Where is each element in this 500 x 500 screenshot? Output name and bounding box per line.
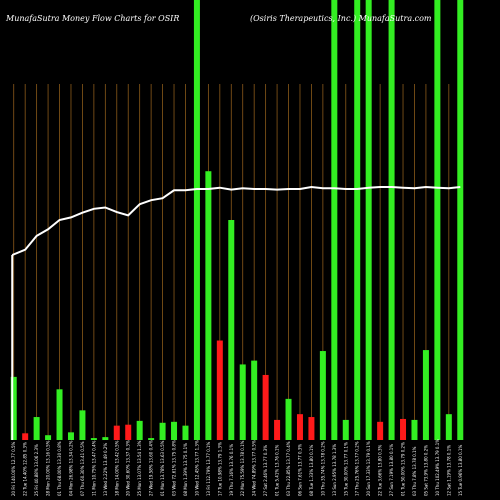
x-tick-label: 22 Tue 3.66% 13.80 0.3% [378, 444, 383, 496]
bar-green [319, 351, 326, 440]
bar-green [331, 0, 338, 440]
x-tick-label: 08 Mon 1.39% 13.75 0.1% [183, 443, 188, 496]
bar-green [365, 0, 372, 440]
bar-green [10, 376, 17, 440]
bar-green [251, 360, 258, 440]
bar-green [239, 364, 246, 440]
x-tick-label: 15 Tue 0.96% 13.80 0.1% [458, 444, 463, 496]
bar-green [342, 419, 349, 440]
bar-green [159, 422, 166, 440]
x-tick-label: 15 Tue 30.00% 13.77 0.1% [343, 442, 348, 496]
bar-red [262, 374, 269, 440]
bar-green [422, 350, 429, 440]
x-tick-label: 01 Thu 68.00% 13.30 0.8% [57, 441, 62, 496]
x-tick-label: 03 Thu 7.8% 13.78 0.1% [412, 446, 417, 496]
bar-green [193, 0, 200, 440]
x-tick-label: 13 Sun 2.95% 13.78 1.3% [332, 444, 337, 496]
bar-red [216, 340, 223, 440]
x-tick-label: 27 Wed 19.58% 13.60 0.4% [149, 440, 154, 496]
x-tick-label: 13 Fri 112.79% 13.77 0.1% [206, 441, 211, 496]
x-tick-label: 06 Sun 7.61% 13.77 0.3% [297, 444, 302, 496]
x-tick-label: 10 Thu 102.49% 13.79 0.1% [435, 439, 440, 496]
bar-green [354, 0, 361, 440]
x-tick-label: 03 Thu 22.85% 13.77 0.4% [286, 441, 291, 496]
bar-green [136, 420, 143, 440]
bar-green [79, 410, 86, 440]
x-tick-label: 03 Wed 72.61% 13.75 0.8% [172, 440, 177, 496]
x-axis-labels: 20 Fri 140.00% 12.77 0.5% 22 Tue 14.40% 1… [11, 439, 463, 496]
x-tick-label: 25 Mon 13.07% 13.54 1.3% [137, 440, 142, 496]
bar-green [56, 389, 63, 440]
x-tick-label: 18 Mon 14.00% 13.42 0.5% [114, 440, 119, 496]
x-tick-label: 01 Tue 50.00% 13.79 0.2% [401, 442, 406, 496]
bar-green [148, 438, 155, 440]
chart-title-right: (Osiris Therapeutics, Inc.) MunafaSutra.… [250, 14, 432, 23]
chart-title-left: MunafaSutra Money Flow Charts for OSIR [5, 14, 179, 23]
bar-red [400, 418, 407, 440]
x-tick-label: 20 Wed 30.60% 13.37 0.3% [126, 440, 131, 496]
x-tick-label: 12 Sat 1.19% 13.78 0.1% [446, 445, 451, 496]
x-tick-label: 04 Mon 26.98% 13.34 0.2% [68, 440, 73, 496]
x-tick-label: 10 Thu 35.74% 13.78 0.2% [320, 441, 325, 496]
x-tick-label: 08 Tue 1.33% 13.80 0.1% [309, 444, 314, 496]
x-tick-label: 27 Sat 2.46% 13.77 0.3% [263, 445, 268, 496]
bar-green [228, 220, 235, 440]
bar-red [296, 414, 303, 440]
x-tick-label: 10 Wed 12.45% 13.77 1.3% [194, 440, 199, 496]
x-tick-label: 22 Mon 75.59% 13.78 0.1% [240, 440, 245, 496]
x-tick-label: 01 Tue 5.41% 13.76 0.1% [275, 444, 280, 496]
bar-green [411, 419, 418, 440]
x-tick-label: 20 Fri 140.00% 12.77 0.5% [11, 441, 16, 496]
x-tick-label: 11 Mon 10.75% 13.47 0.4% [91, 440, 96, 496]
bar-red [22, 433, 29, 440]
x-tick-label: 01 Mon 13.78% 13.63 0.5% [160, 440, 165, 496]
bar-red [125, 424, 132, 440]
x-tick-label: 07 Thu 60.30% 13.41 0.5% [80, 441, 85, 496]
bar-green [434, 0, 441, 440]
x-tick-label: 28 Mon 20.00% 13.16 0.5% [46, 440, 51, 496]
x-tick-label: 27 Sun 7.19% 13.80 0.1% [389, 444, 394, 496]
x-tick-label: 05 Sat 73.9% 13.80 0.2% [423, 445, 428, 496]
bar-green [182, 425, 189, 440]
bar-green [171, 421, 178, 440]
x-tick-label: 19 Thu 7.16% 13.76 0.1% [229, 444, 234, 496]
x-tick-label: 17 Tue 10.98% 13.79 1.3% [217, 442, 222, 496]
price-line [11, 185, 461, 256]
money-flow-bars [10, 0, 464, 440]
bar-green [445, 414, 452, 440]
bar-red [274, 419, 281, 440]
x-tick-label: 13 Wed 2.22% 13.49 0.2% [103, 443, 108, 496]
x-tick-label: 24 Wed 74.89% 13.77 0.5% [252, 440, 257, 496]
x-tick-label: 25 Fri 40.88% 13.06 2.3% [34, 444, 39, 496]
price-line-group [11, 185, 461, 440]
bar-green [388, 0, 395, 440]
bar-green [33, 417, 40, 440]
bar-red [377, 421, 384, 440]
bar-red [113, 425, 120, 440]
x-tick-label: 22 Tue 14.40% 12.85 0.3% [23, 442, 28, 496]
bar-green [67, 432, 74, 440]
bar-green [102, 437, 109, 440]
x-tick-label: 20 Sun 17.33% 13.79 0.1% [366, 441, 371, 496]
bar-green [285, 398, 292, 440]
bar-green [90, 438, 97, 440]
bar-green [45, 435, 52, 440]
bar-red [308, 417, 315, 440]
bar-green [457, 0, 464, 440]
x-tick-label: 17 Thu 25.76% 13.77 0.2% [355, 441, 360, 496]
bar-green [205, 171, 212, 440]
